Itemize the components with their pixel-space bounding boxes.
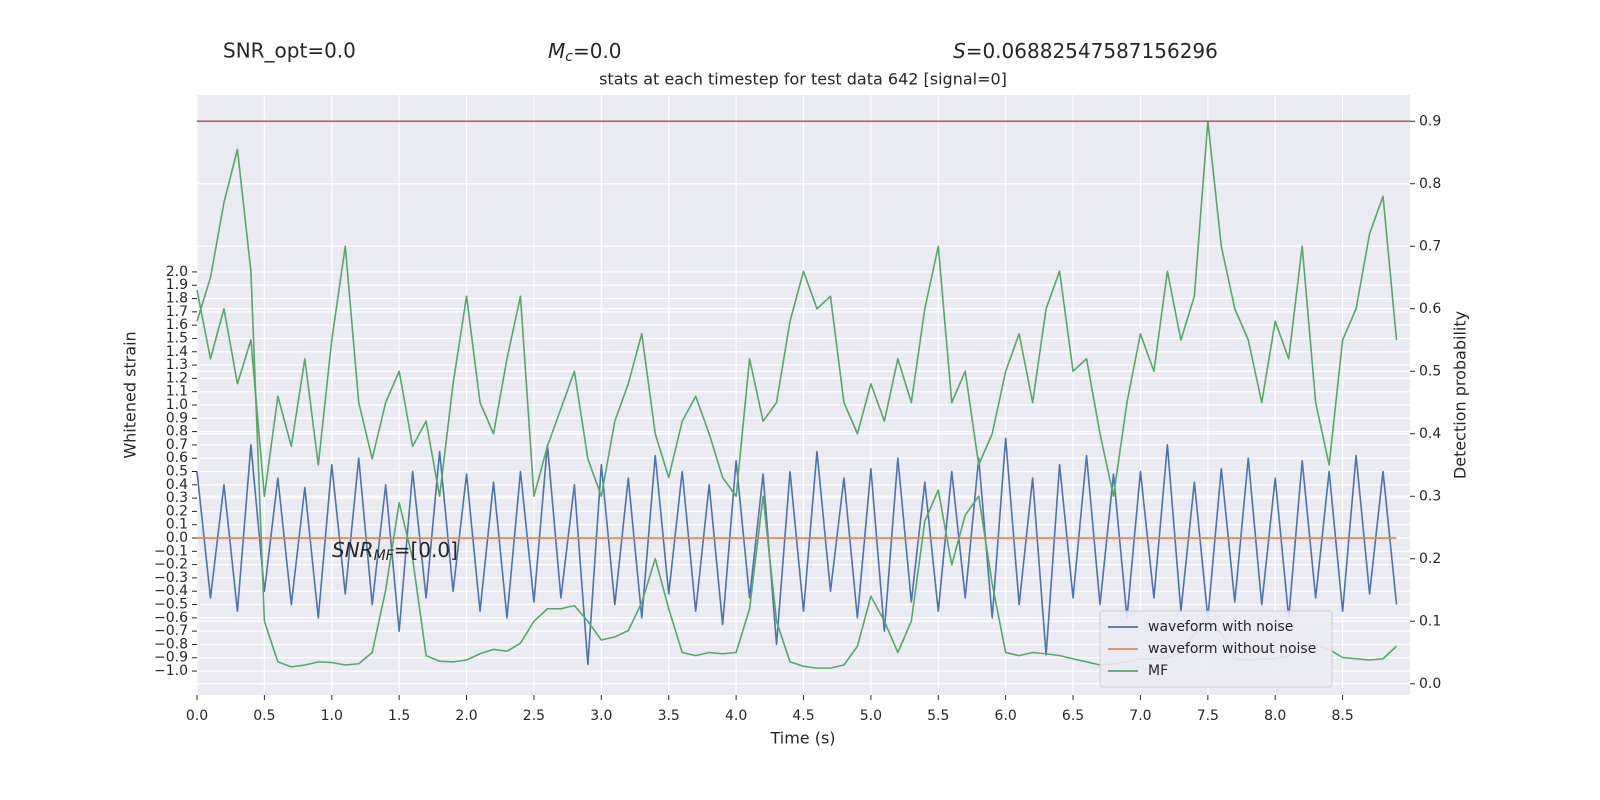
x-tick-label: 1.5 xyxy=(388,708,410,724)
y-tick-label: −0.8 xyxy=(154,636,188,652)
y-tick-label: 0.7 xyxy=(166,437,188,453)
y-axis-label: Whitened strain xyxy=(121,331,140,458)
y-tick-label: 0.3 xyxy=(166,490,188,506)
y-tick-label: 0.2 xyxy=(166,503,188,519)
y2-tick-label: 0.4 xyxy=(1419,426,1441,442)
y-tick-label: 2.0 xyxy=(166,264,188,280)
y-tick-label: 0.9 xyxy=(166,410,188,426)
x-tick-label: 8.5 xyxy=(1331,708,1353,724)
y-tick-label: 0.8 xyxy=(166,424,188,440)
y-tick-label: 0.4 xyxy=(166,477,188,493)
x-axis-label: Time (s) xyxy=(769,729,835,748)
x-tick-label: 3.5 xyxy=(658,708,680,724)
x-tick-label: 1.0 xyxy=(321,708,343,724)
y-tick-label: −0.1 xyxy=(154,543,188,559)
x-tick-label: 5.5 xyxy=(927,708,949,724)
y-tick-label: 0.5 xyxy=(166,463,188,479)
x-tick-label: 3.0 xyxy=(590,708,612,724)
y-tick-label: 1.8 xyxy=(166,291,188,307)
legend-box xyxy=(1099,610,1333,688)
y2-tick-label: 0.3 xyxy=(1419,488,1441,504)
y2-axis-label: Detection probability xyxy=(1451,311,1470,479)
y-tick-label: 1.1 xyxy=(166,384,188,400)
y-tick-label: −1.0 xyxy=(154,663,188,679)
y2-tick-label: 0.0 xyxy=(1419,676,1441,692)
legend-label: waveform with noise xyxy=(1148,619,1293,635)
series-line xyxy=(196,120,1398,498)
header-s: S=0.06882547587156296 xyxy=(953,39,1218,63)
y-tick-label: 1.7 xyxy=(166,304,188,320)
legend-label: waveform without noise xyxy=(1148,641,1316,657)
y-tick-label: −0.7 xyxy=(154,623,188,639)
header-s-rest: =0.06882547587156296 xyxy=(966,39,1218,63)
y-tick-label: 1.2 xyxy=(166,370,188,386)
y-tick-label: 1.4 xyxy=(166,344,188,360)
y2-tick-label: 0.2 xyxy=(1419,551,1441,567)
y-tick-label: −0.9 xyxy=(154,650,188,666)
marks xyxy=(196,120,1410,669)
header-mc-rest: =0.0 xyxy=(573,39,622,63)
annotation-rest: =[0.0] xyxy=(394,538,458,562)
x-tick-label: 4.5 xyxy=(792,708,814,724)
x-tick-label: 7.5 xyxy=(1197,708,1219,724)
header-snr: SNR_opt=0.0 xyxy=(223,39,356,63)
x-tick-label: 0.5 xyxy=(253,708,275,724)
y-tick-label: 0.0 xyxy=(166,530,188,546)
y-tick-label: −0.2 xyxy=(154,557,188,573)
x-tick-label: 4.0 xyxy=(725,708,747,724)
header-mc-main: M xyxy=(548,39,565,63)
y-tick-label: −0.3 xyxy=(154,570,188,586)
x-tick-label: 7.0 xyxy=(1129,708,1151,724)
y-tick-label: 1.3 xyxy=(166,357,188,373)
y-tick-label: 1.6 xyxy=(166,317,188,333)
y-tick-label: −0.4 xyxy=(154,583,188,599)
x-tick-label: 6.0 xyxy=(995,708,1017,724)
x-tick-label: 0.0 xyxy=(186,708,208,724)
y-tick-label: −0.5 xyxy=(154,597,188,613)
legend-label: MF xyxy=(1148,663,1168,679)
x-tick-label: 6.5 xyxy=(1062,708,1084,724)
y-tick-label: 1.0 xyxy=(166,397,188,413)
y-tick-label: −0.6 xyxy=(154,610,188,626)
chart-title: stats at each timestep for test data 642… xyxy=(599,70,1007,89)
y2-tick-label: 0.9 xyxy=(1419,113,1441,129)
y2-tick-label: 0.7 xyxy=(1419,238,1441,254)
y-tick-label: 1.9 xyxy=(166,277,188,293)
axes: 0.0 0.5 1.0 1.5 2.0 2.5 3.0 3.5 4.0 4.5 5.0 5.5 6.0 6… xyxy=(154,113,1441,724)
annotation-snr-mf: SNRMF=[0.0] xyxy=(332,538,458,565)
header-mc-sub: c xyxy=(565,49,573,65)
x-tick-label: 2.0 xyxy=(455,708,477,724)
y-tick-label: 1.5 xyxy=(166,330,188,346)
header-s-main: S xyxy=(953,39,966,63)
y2-tick-label: 0.6 xyxy=(1419,301,1441,317)
legend: waveform with noise waveform without nois… xyxy=(1099,610,1333,688)
y2-tick-label: 0.5 xyxy=(1419,363,1441,379)
header-mc: Mc=0.0 xyxy=(548,39,622,66)
annotation-sub: MF xyxy=(374,548,395,564)
y-tick-label: 0.6 xyxy=(166,450,188,466)
y-tick-label: 0.1 xyxy=(166,517,188,533)
y2-tick-label: 0.8 xyxy=(1419,176,1441,192)
series-line xyxy=(196,437,1398,666)
x-tick-label: 8.0 xyxy=(1264,708,1286,724)
y2-tick-label: 0.1 xyxy=(1419,613,1441,629)
x-tick-label: 2.5 xyxy=(523,708,545,724)
annotation-main: SNR xyxy=(332,538,374,562)
x-tick-label: 5.0 xyxy=(860,708,882,724)
